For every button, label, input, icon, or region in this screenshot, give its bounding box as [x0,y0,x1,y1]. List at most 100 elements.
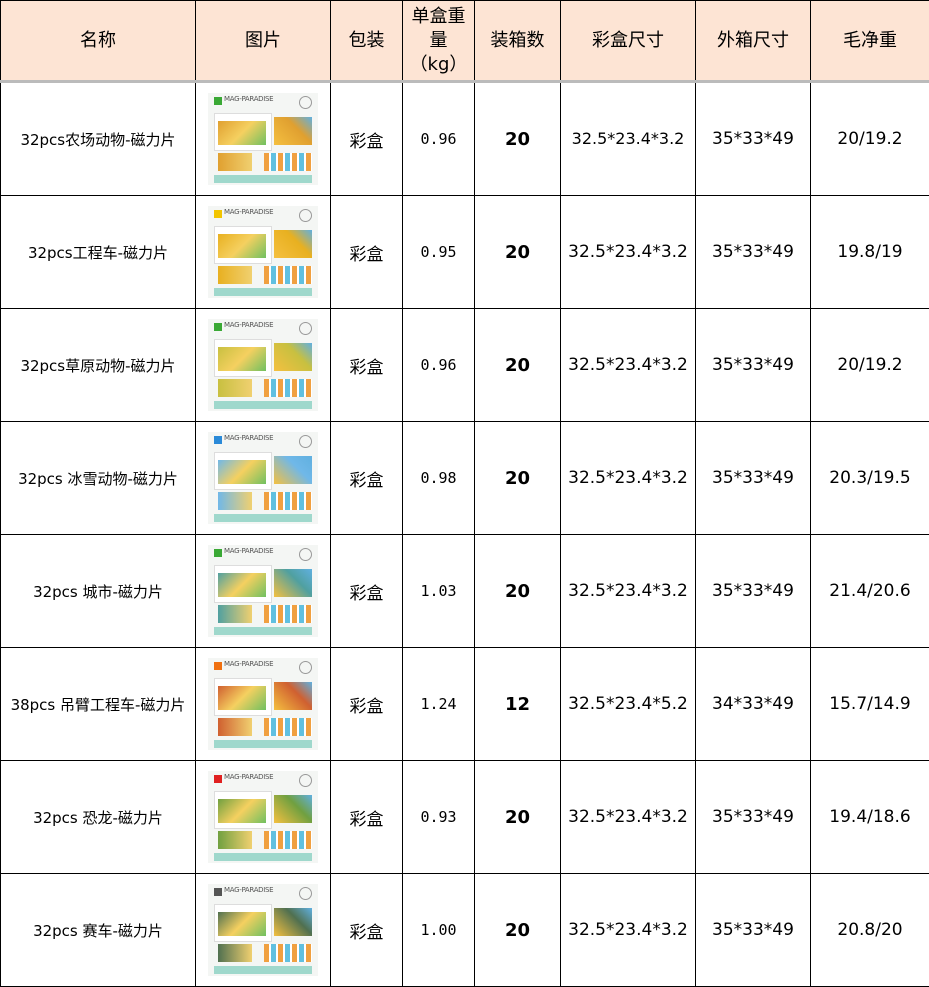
product-image: MAG-PARADISE [208,432,318,524]
product-image: MAG-PARADISE [208,884,318,976]
brand-logo-icon [214,97,222,105]
product-image-cell: MAG-PARADISE [196,648,331,761]
product-image: MAG-PARADISE [208,545,318,637]
box-size: 32.5*23.4*3.2 [561,422,696,535]
brand-logo-icon [214,549,222,557]
product-name: 32pcs 赛车-磁力片 [1,874,196,987]
unit-weight: 0.96 [403,309,475,422]
tiles-illustration [218,153,252,171]
pieces-chart-illustration [264,153,312,171]
tiles-illustration [274,230,312,258]
tiles-illustration [218,831,252,849]
packaging: 彩盒 [331,648,403,761]
brand-logo-text: MAG-PARADISE [224,547,273,555]
packaging: 彩盒 [331,535,403,648]
tiles-illustration [274,682,312,710]
age-badge-icon [299,209,312,222]
unit-weight: 1.03 [403,535,475,648]
brand-logo-text: MAG-PARADISE [224,886,273,894]
tiles-illustration [274,456,312,484]
gross-net-weight: 20/19.2 [811,309,929,422]
brand-logo-icon [214,888,222,896]
packaging: 彩盒 [331,196,403,309]
tiles-illustration [218,460,266,484]
carton-qty: 20 [475,535,561,648]
brand-logo-text: MAG-PARADISE [224,773,273,781]
product-name: 38pcs 吊臂工程车-磁力片 [1,648,196,761]
age-badge-icon [299,96,312,109]
tiles-illustration [218,234,266,258]
pieces-chart-illustration [264,266,312,284]
gross-net-weight: 21.4/20.6 [811,535,929,648]
pieces-chart-illustration [264,718,312,736]
age-badge-icon [299,774,312,787]
box-size: 32.5*23.4*3.2 [561,82,696,196]
carton-size: 35*33*49 [696,535,811,648]
packaging: 彩盒 [331,422,403,535]
packaging: 彩盒 [331,874,403,987]
carton-size: 35*33*49 [696,761,811,874]
age-badge-icon [299,548,312,561]
carton-qty: 20 [475,309,561,422]
tiles-illustration [274,117,312,145]
tiles-illustration [218,379,252,397]
product-name: 32pcs 冰雪动物-磁力片 [1,422,196,535]
product-image-cell: MAG-PARADISE [196,82,331,196]
box-footer-band [214,853,312,861]
carton-qty: 12 [475,648,561,761]
age-badge-icon [299,661,312,674]
box-footer-band [214,288,312,296]
product-image-cell: MAG-PARADISE [196,535,331,648]
brand-logo-icon [214,210,222,218]
header-gross-net-weight: 毛净重 [811,1,929,82]
carton-size: 35*33*49 [696,422,811,535]
carton-size: 35*33*49 [696,309,811,422]
product-image: MAG-PARADISE [208,93,318,185]
box-size: 32.5*23.4*3.2 [561,196,696,309]
tiles-illustration [218,912,266,936]
pieces-chart-illustration [264,492,312,510]
header-name: 名称 [1,1,196,82]
pieces-chart-illustration [264,605,312,623]
brand-logo-icon [214,323,222,331]
box-footer-band [214,401,312,409]
brand-logo-icon [214,436,222,444]
tiles-illustration [218,347,266,371]
tiles-illustration [218,718,252,736]
brand-logo-text: MAG-PARADISE [224,321,273,329]
gross-net-weight: 20/19.2 [811,82,929,196]
gross-net-weight: 20.8/20 [811,874,929,987]
unit-weight: 0.96 [403,82,475,196]
tiles-illustration [218,266,252,284]
box-footer-band [214,175,312,183]
box-size: 32.5*23.4*3.2 [561,874,696,987]
header-packaging: 包装 [331,1,403,82]
tiles-illustration [218,573,266,597]
product-image-cell: MAG-PARADISE [196,309,331,422]
packaging: 彩盒 [331,82,403,196]
packaging: 彩盒 [331,761,403,874]
carton-qty: 20 [475,196,561,309]
header-box-size: 彩盒尺寸 [561,1,696,82]
tiles-illustration [218,686,266,710]
packaging: 彩盒 [331,309,403,422]
carton-qty: 20 [475,82,561,196]
product-image-cell: MAG-PARADISE [196,196,331,309]
carton-size: 34*33*49 [696,648,811,761]
product-image: MAG-PARADISE [208,658,318,750]
brand-logo-text: MAG-PARADISE [224,434,273,442]
box-size: 32.5*23.4*3.2 [561,761,696,874]
gross-net-weight: 19.8/19 [811,196,929,309]
tiles-illustration [218,121,266,145]
brand-logo-text: MAG-PARADISE [224,95,273,103]
carton-size: 35*33*49 [696,82,811,196]
header-unit-weight: 单盒重量（kg） [403,1,475,82]
box-footer-band [214,514,312,522]
